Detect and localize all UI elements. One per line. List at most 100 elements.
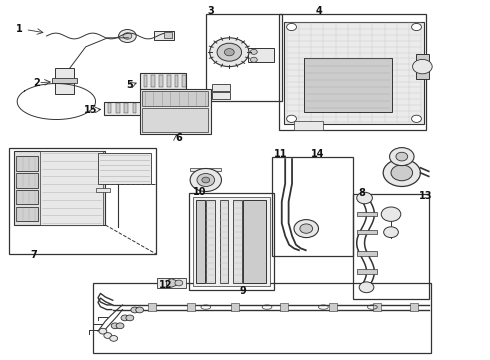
Bar: [140, 89, 211, 134]
Bar: [243, 200, 266, 283]
Bar: [116, 103, 120, 113]
Text: 9: 9: [239, 286, 246, 296]
Circle shape: [111, 323, 119, 329]
Circle shape: [131, 307, 139, 313]
Bar: [182, 75, 186, 87]
Circle shape: [126, 315, 134, 321]
Bar: [193, 197, 270, 286]
Circle shape: [300, 224, 313, 233]
Text: 14: 14: [311, 149, 324, 159]
Circle shape: [224, 49, 234, 56]
Circle shape: [175, 280, 183, 286]
Bar: [124, 103, 128, 113]
Bar: [140, 73, 186, 89]
Circle shape: [287, 23, 296, 31]
Bar: [212, 92, 230, 99]
Circle shape: [357, 192, 372, 204]
Circle shape: [99, 328, 107, 334]
Text: 8: 8: [358, 188, 365, 198]
Bar: [40, 151, 103, 225]
Text: 10: 10: [193, 186, 207, 197]
Circle shape: [197, 174, 215, 186]
Circle shape: [110, 336, 118, 341]
Bar: [398, 159, 406, 173]
Bar: [167, 75, 171, 87]
Text: 12: 12: [159, 280, 172, 290]
Bar: [151, 75, 155, 87]
Bar: [144, 75, 147, 87]
Circle shape: [383, 159, 420, 186]
Circle shape: [412, 23, 421, 31]
Bar: [14, 151, 105, 225]
Bar: [154, 31, 174, 40]
Circle shape: [390, 148, 414, 166]
Circle shape: [396, 152, 408, 161]
Bar: [52, 78, 77, 83]
Circle shape: [384, 227, 398, 238]
Bar: [279, 14, 426, 130]
Text: 5: 5: [126, 80, 133, 90]
Bar: [357, 269, 377, 274]
Bar: [9, 148, 156, 254]
Bar: [104, 102, 146, 115]
Bar: [231, 303, 239, 311]
Text: 15: 15: [84, 105, 98, 115]
Circle shape: [359, 282, 374, 293]
Bar: [55, 68, 74, 94]
Bar: [174, 75, 178, 87]
Bar: [98, 153, 151, 184]
Bar: [96, 188, 110, 192]
Bar: [248, 48, 274, 62]
Circle shape: [116, 323, 124, 329]
Circle shape: [381, 207, 401, 221]
Bar: [410, 303, 418, 311]
Bar: [157, 278, 186, 288]
Text: 3: 3: [207, 6, 214, 16]
Circle shape: [190, 168, 221, 192]
Circle shape: [202, 177, 210, 183]
Bar: [233, 200, 242, 283]
Circle shape: [119, 30, 136, 42]
Circle shape: [391, 165, 413, 181]
Bar: [16, 156, 38, 171]
Bar: [141, 103, 145, 113]
Bar: [190, 168, 221, 171]
Circle shape: [123, 33, 132, 39]
Circle shape: [104, 333, 112, 338]
Bar: [373, 303, 381, 311]
Bar: [357, 212, 377, 216]
Bar: [142, 108, 208, 132]
Bar: [148, 303, 156, 311]
Bar: [272, 157, 353, 256]
Circle shape: [136, 307, 144, 313]
Bar: [220, 200, 228, 283]
Circle shape: [287, 115, 296, 122]
Bar: [416, 54, 429, 79]
Bar: [108, 103, 111, 113]
Polygon shape: [167, 279, 176, 287]
Circle shape: [294, 220, 318, 238]
Circle shape: [121, 315, 129, 321]
Bar: [164, 32, 171, 38]
Circle shape: [217, 43, 242, 61]
Bar: [16, 173, 38, 188]
Text: 1: 1: [16, 24, 23, 34]
Circle shape: [210, 38, 249, 67]
Bar: [304, 58, 392, 112]
Text: 13: 13: [418, 191, 432, 201]
Bar: [142, 91, 208, 106]
Bar: [16, 190, 38, 204]
Bar: [189, 193, 274, 290]
Text: 6: 6: [175, 132, 182, 143]
Circle shape: [250, 49, 257, 54]
Bar: [357, 230, 377, 234]
Bar: [212, 84, 230, 91]
Bar: [16, 207, 38, 221]
Bar: [284, 22, 424, 124]
Text: 7: 7: [30, 250, 37, 260]
Bar: [280, 303, 288, 311]
Bar: [133, 103, 136, 113]
Bar: [294, 121, 323, 130]
Bar: [206, 14, 282, 101]
Bar: [93, 283, 431, 353]
